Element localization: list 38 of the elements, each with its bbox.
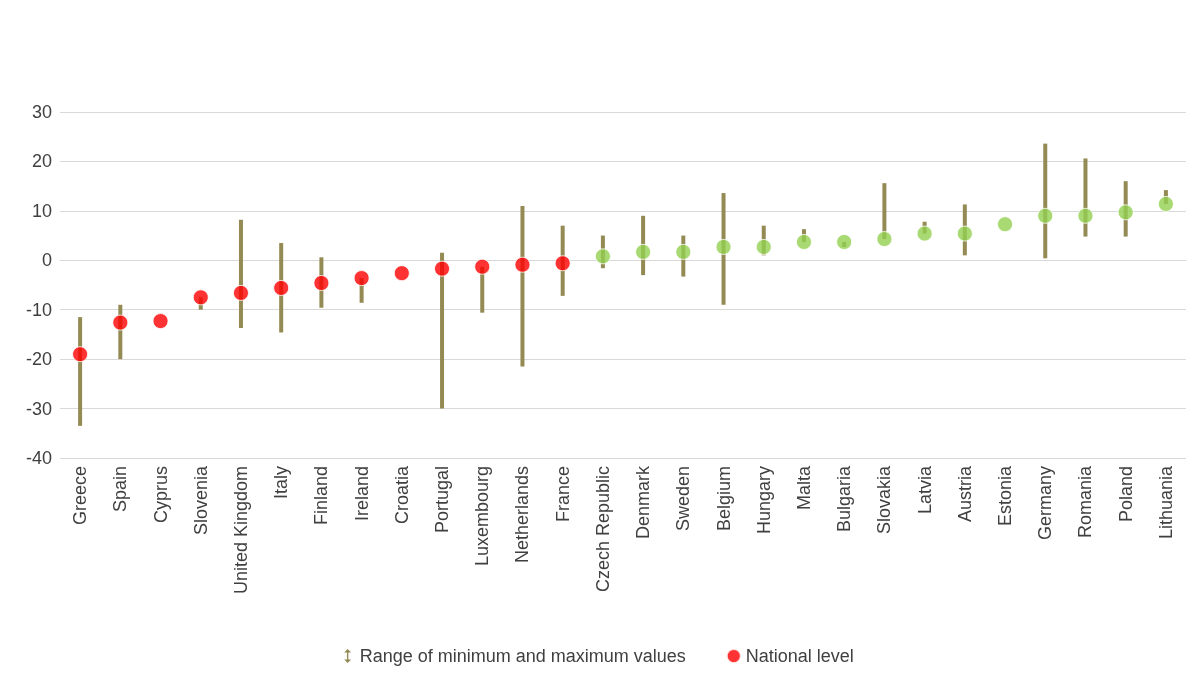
x-tick-label: Cyprus <box>150 466 171 524</box>
y-tick-label: 0 <box>41 250 52 271</box>
x-tick-label: United Kingdom <box>230 466 251 595</box>
x-tick-label: Belgium <box>713 466 734 532</box>
x-tick-label: Malta <box>793 465 814 511</box>
x-tick-label: Portugal <box>432 466 453 534</box>
y-tick-label: -20 <box>25 349 52 370</box>
x-tick-label: Greece <box>70 466 91 526</box>
x-tick-label: Hungary <box>753 466 774 535</box>
legend-label: National level <box>745 646 854 666</box>
x-tick-label: Latvia <box>914 465 935 515</box>
y-tick-label: 10 <box>31 200 52 221</box>
x-tick-label: Slovakia <box>874 465 895 535</box>
y-tick-label: -30 <box>25 398 52 419</box>
y-tick-label: 30 <box>31 102 52 122</box>
x-tick-label: Italy <box>271 466 292 500</box>
legend-label: Range of minimum and maximum values <box>359 646 686 666</box>
x-tick-label: Finland <box>311 466 332 526</box>
x-tick-label: Lithuania <box>1155 465 1176 540</box>
y-tick-label: -10 <box>25 299 52 320</box>
x-tick-label: Romania <box>1075 465 1096 539</box>
x-tick-label: Luxembourg <box>472 466 493 567</box>
x-tick-label: Czech Republic <box>592 466 613 593</box>
x-tick-label: France <box>552 466 573 523</box>
x-tick-label: Austria <box>954 465 975 523</box>
x-tick-label: Netherlands <box>512 466 533 564</box>
x-tick-label: Estonia <box>995 465 1016 527</box>
y-tick-label: -40 <box>25 448 52 468</box>
x-tick-label: Denmark <box>633 465 654 540</box>
x-tick-label: Slovenia <box>190 465 211 536</box>
x-tick-label: Germany <box>1035 466 1056 541</box>
x-tick-label: Sweden <box>673 466 694 532</box>
x-tick-label: Spain <box>110 466 131 513</box>
x-tick-label: Croatia <box>391 465 412 525</box>
x-tick-label: Bulgaria <box>834 465 855 533</box>
x-tick-label: Ireland <box>351 466 372 522</box>
x-tick-label: Poland <box>1115 466 1136 523</box>
y-tick-label: 20 <box>31 151 52 172</box>
